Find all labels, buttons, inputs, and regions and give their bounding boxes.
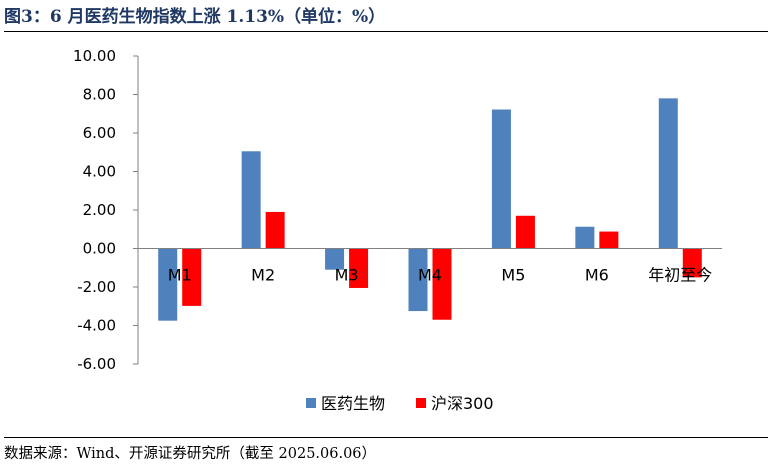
- bar-series1: [658, 98, 678, 249]
- x-tick-label: M6: [585, 266, 609, 285]
- bar-series1: [575, 226, 595, 249]
- figure-title: 图3：6 月医药生物指数上涨 1.13%（单位：%）: [4, 7, 386, 27]
- bar-series1: [158, 248, 178, 321]
- y-tick-label: -2.00: [77, 278, 116, 296]
- y-tick-label: 0.00: [83, 240, 116, 258]
- y-tick-label: 6.00: [83, 124, 116, 142]
- y-tick-label: -6.00: [77, 355, 116, 373]
- x-tick-label: 年初至今: [648, 266, 712, 285]
- bar-series2: [349, 248, 369, 288]
- title-rule: [4, 31, 768, 32]
- x-tick-label: M4: [418, 266, 442, 285]
- bar-series2: [182, 248, 202, 306]
- legend-label: 医药生物: [321, 394, 385, 413]
- y-axis-ticks: 10.00 8.00 6.00 4.00 2.00 0.00 -2.00 -4.00 -6.00: [73, 47, 138, 373]
- legend: 医药生物 沪深300: [306, 394, 494, 413]
- y-tick-label: 8.00: [83, 86, 116, 104]
- bar-series2: [682, 248, 702, 278]
- x-axis-ticks: M1 M2 M3 M4 M5 M6 年初至今: [168, 266, 713, 285]
- legend-label: 沪深300: [431, 394, 494, 413]
- legend-swatch: [306, 398, 316, 408]
- y-tick-label: 10.00: [73, 47, 116, 65]
- y-tick-label: -4.00: [77, 317, 116, 335]
- bar-chart: 10.00 8.00 6.00 4.00 2.00 0.00 -2.00 -4.00 -6.00…: [73, 47, 722, 413]
- bar-series2: [599, 231, 619, 249]
- bars: [158, 98, 702, 321]
- footer-rule: [4, 437, 768, 438]
- y-tick-label: 2.00: [83, 201, 116, 219]
- bar-series1: [325, 248, 345, 270]
- bar-series2: [265, 211, 285, 249]
- bar-series2: [432, 248, 452, 320]
- y-tick-label: 4.00: [83, 163, 116, 181]
- legend-swatch: [416, 398, 426, 408]
- x-tick-label: M2: [251, 266, 275, 285]
- bar-series2: [515, 215, 535, 249]
- source-note: 数据来源：Wind、开源证券研究所（截至 2025.06.06）: [4, 446, 377, 462]
- x-tick-label: M5: [501, 266, 525, 285]
- bar-series1: [241, 151, 261, 249]
- bar-series1: [408, 248, 428, 312]
- bar-series1: [491, 109, 511, 249]
- x-tick-label: M3: [335, 266, 359, 285]
- x-tick-label: M1: [168, 266, 192, 285]
